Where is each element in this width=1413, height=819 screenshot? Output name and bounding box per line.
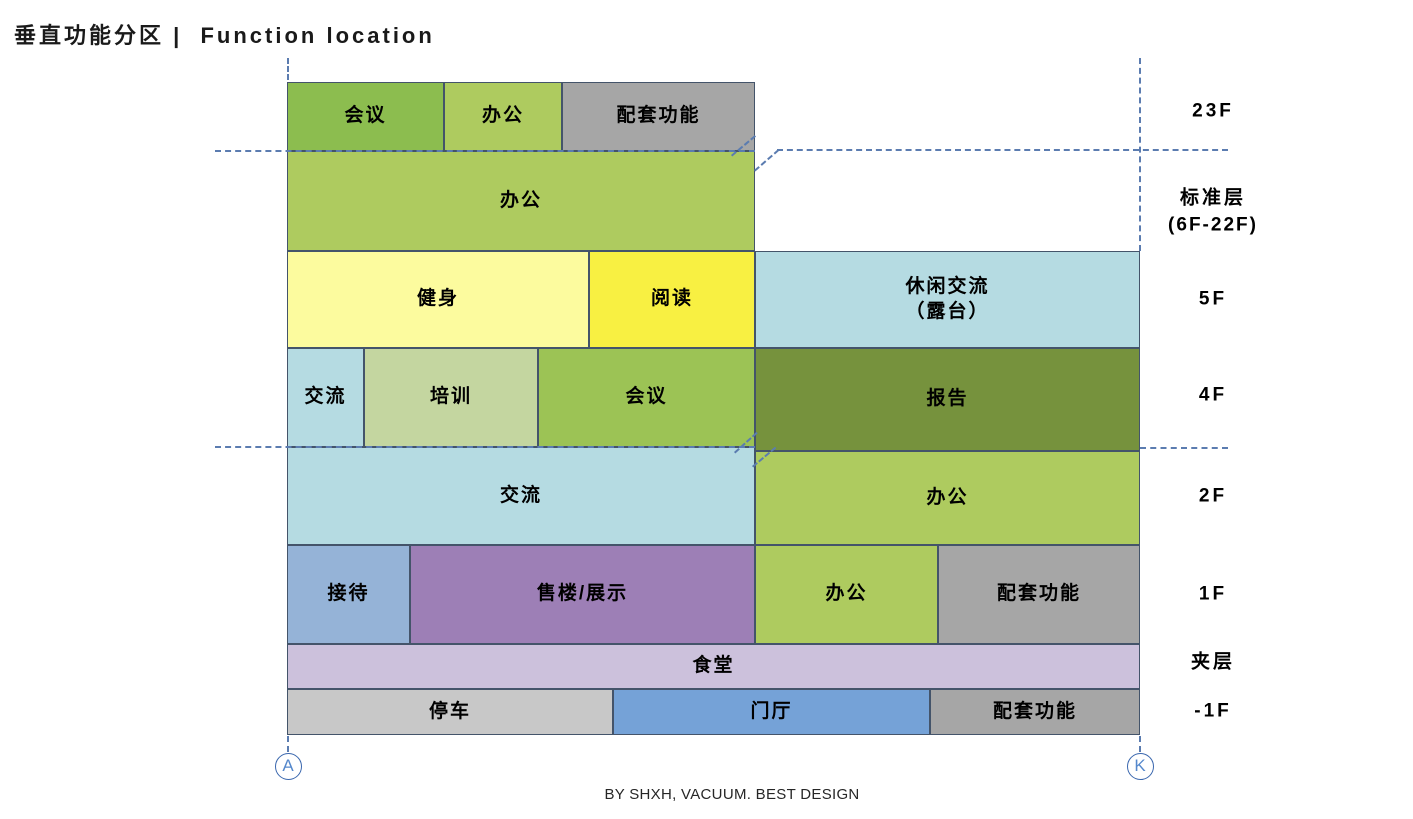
function-block-reading: 阅读 [589,251,755,348]
function-block-exchange: 交流 [287,447,755,545]
floor-label-5f: 5F [1198,288,1228,310]
floor-label-b1: -1F [1194,700,1232,722]
function-block-support-functions: 配套功能 [562,82,755,151]
grid-marker-k: K [1126,752,1154,780]
grid-marker-a: A [274,752,302,780]
page-title: 垂直功能分区 | Function location [14,23,435,48]
function-block-meeting: 会议 [287,82,444,151]
function-block-exchange: 交流 [287,348,364,447]
function-block-reception: 接待 [287,545,410,644]
function-block-support-functions: 配套功能 [938,545,1140,644]
function-block-office: 办公 [755,451,1140,545]
function-block-office: 办公 [444,82,562,151]
floor-label-23f: 23F [1192,100,1234,122]
floor-label-mezzanine: 夹层 [1190,651,1235,673]
grid-axis-line [287,736,289,752]
floor-label-4f: 4F [1198,384,1228,406]
function-block-canteen: 食堂 [287,644,1140,689]
level-break-line [215,446,755,448]
function-block-lobby: 门厅 [613,689,930,735]
grid-axis-line [1139,736,1141,752]
function-block-fitness: 健身 [287,251,589,348]
function-block-parking: 停车 [287,689,613,735]
function-block-lecture-hall: 报告 [755,348,1140,451]
function-block-support-functions: 配套功能 [930,689,1140,735]
grid-axis-line [1139,58,1141,251]
function-block-meeting: 会议 [538,348,755,447]
floor-label-1f: 1F [1198,583,1228,605]
function-block-office: 办公 [287,151,755,251]
level-break-line [215,150,755,152]
level-break-line [777,149,1228,151]
function-block-leisure-terrace: 休闲交流 （露台） [755,251,1140,348]
function-block-sales-exhibition: 售楼/展示 [410,545,755,644]
break-diagonal-tick [754,149,780,172]
floor-label-2f: 2F [1198,485,1228,507]
footer-credit: BY SHXH, VACUUM. BEST DESIGN [604,786,860,803]
floor-label-standard: 标准层 (6F-22F) [1168,187,1258,235]
grid-axis-line [287,58,289,80]
level-break-line [1140,447,1228,449]
function-block-training: 培训 [364,348,538,447]
function-block-office: 办公 [755,545,938,644]
